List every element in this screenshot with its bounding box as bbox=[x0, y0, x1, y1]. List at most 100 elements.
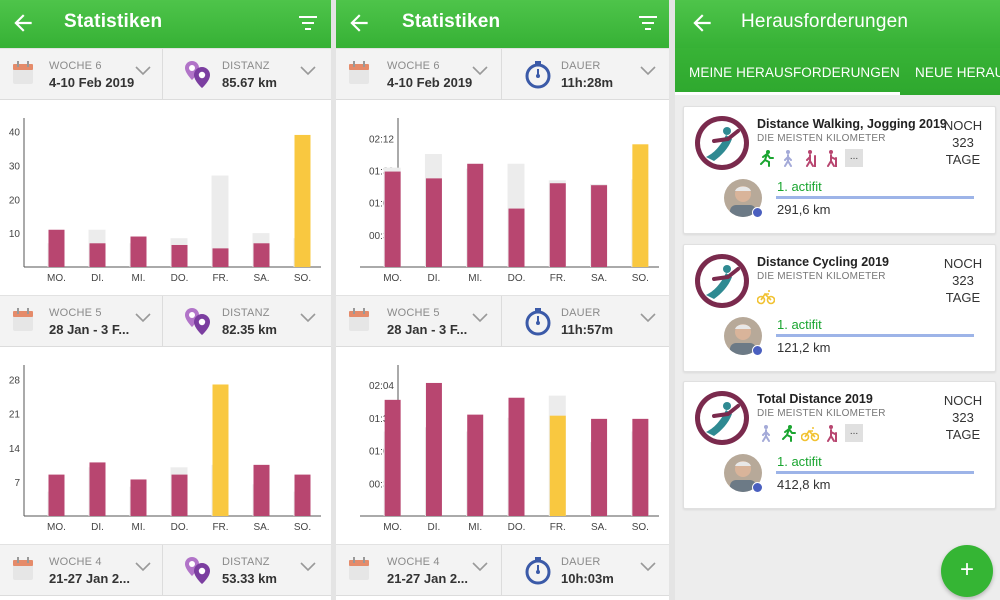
day-bar[interactable] bbox=[253, 464, 270, 516]
running-icon bbox=[779, 424, 797, 442]
week-summary-row[interactable]: WOCHE 6 4-10 Feb 2019 DAUER 11h:28m bbox=[336, 48, 669, 100]
metric-selector[interactable]: DAUER 11h:57m bbox=[503, 296, 669, 347]
day-bar[interactable] bbox=[549, 415, 566, 516]
week-selector[interactable]: WOCHE 5 28 Jan - 3 F... bbox=[0, 296, 163, 347]
week-summary-row[interactable]: WOCHE 4 21-27 Jan 2... DISTANZ 53.33 km bbox=[0, 544, 331, 596]
leader-rank: 1. actifit bbox=[777, 317, 822, 332]
day-bar[interactable] bbox=[171, 474, 188, 516]
day-bar[interactable] bbox=[294, 474, 311, 516]
challenge-card[interactable]: Distance Cycling 2019 DIE MEISTEN KILOME… bbox=[683, 244, 996, 372]
chevron-down-icon[interactable] bbox=[135, 66, 151, 76]
x-tick-label: MO. bbox=[383, 273, 402, 284]
bar-chart: 10 20 30 40 MO. DI. MI. DO. FR. SA. SO. bbox=[9, 118, 321, 284]
back-arrow-icon[interactable] bbox=[346, 10, 372, 36]
day-bar[interactable] bbox=[171, 244, 188, 267]
y-tick-label: 20 bbox=[9, 195, 21, 206]
page-title: Herausforderungen bbox=[741, 11, 909, 32]
filter-icon[interactable] bbox=[298, 14, 318, 32]
chevron-down-icon[interactable] bbox=[472, 562, 488, 572]
back-arrow-icon[interactable] bbox=[10, 10, 36, 36]
metric-selector[interactable]: DISTANZ 82.35 km bbox=[164, 296, 331, 347]
calendar-icon bbox=[349, 61, 369, 84]
weekly-distance-chart: 7 14 21 28 MO. DI. MI. DO. FR. SA. SO. bbox=[0, 347, 331, 544]
x-tick-label: SO. bbox=[632, 522, 649, 533]
week-selector[interactable]: WOCHE 4 21-27 Jan 2... bbox=[0, 545, 163, 596]
week-range: 4-10 Feb 2019 bbox=[387, 75, 473, 90]
chevron-down-icon[interactable] bbox=[640, 562, 656, 572]
day-bar[interactable] bbox=[632, 418, 649, 516]
calendar-icon bbox=[13, 61, 33, 84]
x-tick-label: MI. bbox=[468, 522, 482, 533]
week-summary-row[interactable]: WOCHE 4 21-27 Jan 2... DAUER 10h:03m bbox=[336, 544, 669, 596]
y-tick-label: 02:04 bbox=[369, 381, 394, 392]
metric-selector[interactable]: DAUER 10h:03m bbox=[503, 545, 669, 596]
metric-selector[interactable]: DISTANZ 85.67 km bbox=[164, 49, 331, 100]
chevron-down-icon[interactable] bbox=[300, 313, 316, 323]
chevron-down-icon[interactable] bbox=[300, 562, 316, 572]
metric-value: 82.35 km bbox=[222, 322, 277, 337]
day-bar[interactable] bbox=[425, 382, 442, 516]
x-tick-label: MI. bbox=[132, 273, 146, 284]
day-bar[interactable] bbox=[467, 414, 484, 516]
week-selector[interactable]: WOCHE 6 4-10 Feb 2019 bbox=[0, 49, 163, 100]
tab-my-challenges[interactable]: MEINE HERAUSFORDERUNGEN bbox=[689, 65, 900, 80]
metric-selector[interactable]: DAUER 11h:28m bbox=[503, 49, 669, 100]
day-bar[interactable] bbox=[212, 384, 229, 516]
chevron-down-icon[interactable] bbox=[300, 66, 316, 76]
metric-caption: DISTANZ bbox=[222, 60, 270, 72]
metric-selector[interactable]: DISTANZ 53.33 km bbox=[164, 545, 331, 596]
more-activities-button[interactable]: ... bbox=[845, 424, 863, 442]
y-tick-label: 02:12 bbox=[369, 134, 394, 145]
chevron-down-icon[interactable] bbox=[472, 313, 488, 323]
x-tick-label: SA. bbox=[253, 522, 269, 533]
day-bar[interactable] bbox=[591, 185, 608, 267]
day-bar[interactable] bbox=[384, 399, 401, 516]
weekly-duration-chart: 00:31 01:02 01:33 02:04 MO. DI. MI. DO. FR. SA. SO… bbox=[336, 347, 669, 544]
week-summary-row[interactable]: WOCHE 5 28 Jan - 3 F... DAUER 11h:57m bbox=[336, 295, 669, 347]
challenge-card[interactable]: Distance Walking, Jogging 2019 DIE MEIST… bbox=[683, 106, 996, 234]
tab-new-challenges[interactable]: NEUE HERAUSFORDERUNGEN bbox=[915, 65, 1000, 80]
day-bar[interactable] bbox=[130, 236, 147, 267]
day-bar[interactable] bbox=[549, 183, 566, 267]
day-bar[interactable] bbox=[89, 462, 106, 516]
day-bar[interactable] bbox=[591, 418, 608, 516]
chevron-down-icon[interactable] bbox=[135, 313, 151, 323]
day-bar[interactable] bbox=[294, 134, 311, 267]
day-bar[interactable] bbox=[384, 171, 401, 267]
running-icon bbox=[757, 149, 775, 167]
week-selector[interactable]: WOCHE 4 21-27 Jan 2... bbox=[336, 545, 502, 596]
chevron-down-icon[interactable] bbox=[472, 66, 488, 76]
bar-chart: 00:33 01:06 01:39 02:12 MO. DI. MI. DO. FR. SA. SO… bbox=[360, 118, 659, 284]
day-bar[interactable] bbox=[48, 474, 65, 516]
week-summary-row[interactable]: WOCHE 5 28 Jan - 3 F... DISTANZ 82.35 km bbox=[0, 295, 331, 347]
day-bar[interactable] bbox=[632, 144, 649, 267]
day-bar[interactable] bbox=[508, 397, 525, 516]
challenge-card[interactable]: Total Distance 2019 DIE MEISTEN KILOMETE… bbox=[683, 381, 996, 509]
day-bar[interactable] bbox=[508, 208, 525, 267]
day-bar[interactable] bbox=[253, 243, 270, 267]
day-bar[interactable] bbox=[425, 178, 442, 267]
week-selector[interactable]: WOCHE 5 28 Jan - 3 F... bbox=[336, 296, 502, 347]
calendar-icon bbox=[349, 557, 369, 580]
challenge-subtitle: DIE MEISTEN KILOMETER bbox=[757, 408, 886, 419]
add-challenge-button[interactable]: + bbox=[941, 545, 993, 597]
chevron-down-icon[interactable] bbox=[640, 66, 656, 76]
chevron-down-icon[interactable] bbox=[135, 562, 151, 572]
back-arrow-icon[interactable] bbox=[689, 10, 715, 36]
day-bar[interactable] bbox=[48, 229, 65, 267]
day-bar[interactable] bbox=[467, 163, 484, 267]
day-bar[interactable] bbox=[89, 243, 106, 267]
avatar[interactable] bbox=[724, 317, 762, 355]
week-selector[interactable]: WOCHE 6 4-10 Feb 2019 bbox=[336, 49, 502, 100]
x-tick-label: DO. bbox=[171, 273, 189, 284]
badge-icon bbox=[752, 345, 763, 356]
chevron-down-icon[interactable] bbox=[640, 313, 656, 323]
walking-icon bbox=[779, 149, 797, 167]
days-remaining-suffix: TAGE bbox=[945, 152, 981, 167]
day-bar[interactable] bbox=[130, 479, 147, 516]
more-activities-button[interactable]: ... bbox=[845, 149, 863, 167]
app-bar: Statistiken bbox=[0, 0, 331, 48]
day-bar[interactable] bbox=[212, 248, 229, 267]
week-summary-row[interactable]: WOCHE 6 4-10 Feb 2019 DISTANZ 85.67 km bbox=[0, 48, 331, 100]
filter-icon[interactable] bbox=[638, 14, 658, 32]
